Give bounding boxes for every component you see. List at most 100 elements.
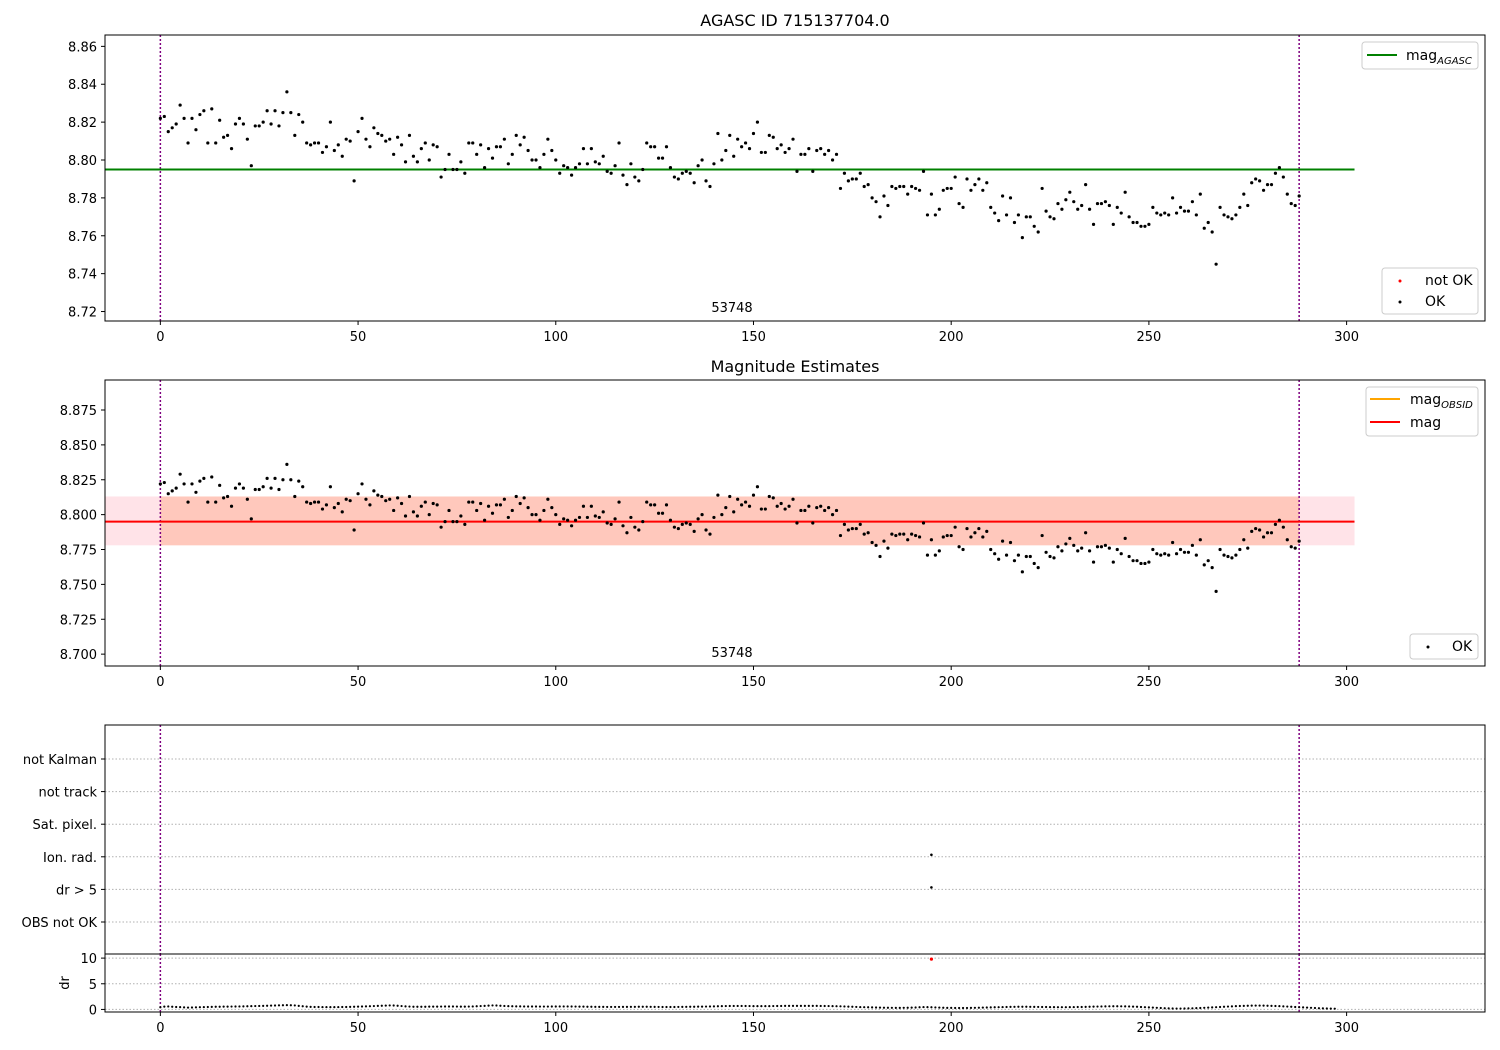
agasc-point <box>1186 209 1191 213</box>
estimates-point <box>720 513 724 517</box>
estimates-point <box>396 496 400 500</box>
agasc-xtick-label: 100 <box>543 330 568 345</box>
dr-point <box>851 1005 854 1008</box>
estimates-point <box>653 503 657 507</box>
estimates-point <box>261 485 265 489</box>
dr-point <box>1013 1005 1016 1008</box>
dr-point <box>886 1006 890 1009</box>
agasc-point <box>1265 183 1270 187</box>
dr-point <box>894 1006 897 1009</box>
dr-point <box>558 1005 561 1008</box>
estimates-point <box>467 500 471 504</box>
agasc-point <box>696 164 700 168</box>
estimates-point <box>502 497 506 501</box>
estimates-point <box>439 525 443 529</box>
agasc-point <box>704 179 708 183</box>
dr-point <box>938 1006 941 1009</box>
panel-agasc-annotation: 53748 <box>711 301 752 316</box>
estimates-point <box>1246 546 1250 550</box>
agasc-point <box>332 148 336 153</box>
estimates-point <box>309 501 313 506</box>
agasc-point <box>953 175 957 179</box>
estimates-xtick-label: 250 <box>1136 675 1161 690</box>
agasc-point <box>1293 203 1297 208</box>
dr-point <box>1037 1005 1040 1009</box>
agasc-point <box>482 165 487 170</box>
dr-point <box>432 1005 435 1008</box>
agasc-point <box>178 103 182 107</box>
agasc-point <box>740 145 744 149</box>
agasc-point <box>728 133 732 137</box>
dr-point <box>977 1006 980 1009</box>
agasc-point <box>1234 213 1238 217</box>
estimates-point <box>1012 559 1017 563</box>
dr-point <box>317 1005 320 1009</box>
estimates-point <box>229 504 234 508</box>
agasc-point <box>273 109 277 113</box>
estimates-point <box>755 485 760 489</box>
estimates-point <box>1000 539 1005 543</box>
estimates-point <box>629 515 633 520</box>
estimates-point <box>388 497 392 501</box>
estimates-point <box>253 487 257 492</box>
dr-point <box>1282 1005 1285 1008</box>
agasc-point <box>1143 224 1147 228</box>
dr-point <box>281 1004 285 1007</box>
dr-point <box>269 1004 273 1007</box>
dr-point <box>400 1004 403 1008</box>
dr-point <box>720 1005 723 1008</box>
agasc-ytick-label: 8.84 <box>68 78 97 93</box>
dr-point <box>1056 1006 1060 1009</box>
estimates-point <box>494 503 499 507</box>
dr-point <box>447 1005 451 1008</box>
flag-label: dr > 5 <box>56 883 97 898</box>
agasc-point <box>415 160 419 164</box>
estimates-point <box>704 528 708 532</box>
estimates-point <box>285 462 289 467</box>
agasc-point <box>305 141 309 145</box>
agasc-point <box>463 171 467 175</box>
dr-point <box>1052 1006 1056 1009</box>
agasc-point <box>700 158 704 162</box>
dr-point <box>1333 1007 1336 1010</box>
estimates-point <box>566 518 570 522</box>
dr-point <box>728 1004 731 1008</box>
estimates-point <box>1155 552 1159 556</box>
dr-point <box>467 1005 470 1008</box>
agasc-point <box>249 164 253 168</box>
agasc-point <box>1151 205 1155 209</box>
dr-point <box>554 1005 557 1008</box>
estimates-point <box>1238 547 1242 552</box>
agasc-point <box>898 184 902 189</box>
panel-mag-estimates: Magnitude Estimates 0 50 100 150 200 250 300 8.… <box>60 357 1486 690</box>
estimates-ytick-label: 8.850 <box>60 439 97 454</box>
agasc-point <box>613 164 617 168</box>
dr-point <box>230 1005 233 1008</box>
agasc-point <box>617 141 621 145</box>
dr-point <box>653 1005 656 1008</box>
dr-point <box>1128 1005 1131 1008</box>
dr-point <box>538 1005 542 1008</box>
agasc-point <box>649 145 653 149</box>
estimates-xtick-label: 200 <box>939 675 964 690</box>
dr-point <box>1072 1005 1075 1009</box>
estimates-point <box>1218 547 1222 552</box>
estimates-point <box>277 487 281 492</box>
agasc-point <box>1036 230 1040 234</box>
estimates-ytick-label: 8.775 <box>60 544 97 559</box>
agasc-point <box>1072 200 1076 204</box>
estimates-point <box>842 522 847 526</box>
estimates-point <box>775 504 779 508</box>
dr-point <box>1044 1005 1048 1009</box>
agasc-point <box>787 147 791 151</box>
estimates-point <box>241 486 245 490</box>
flag-label: OBS not OK <box>22 916 98 931</box>
agasc-point <box>431 143 435 147</box>
estimates-point <box>1265 531 1270 535</box>
agasc-ytick-label: 8.80 <box>68 154 97 169</box>
agasc-point <box>245 137 249 141</box>
agasc-point <box>241 122 245 126</box>
estimates-point <box>656 511 661 515</box>
agasc-point <box>1210 230 1214 234</box>
estimates-point <box>447 508 451 513</box>
